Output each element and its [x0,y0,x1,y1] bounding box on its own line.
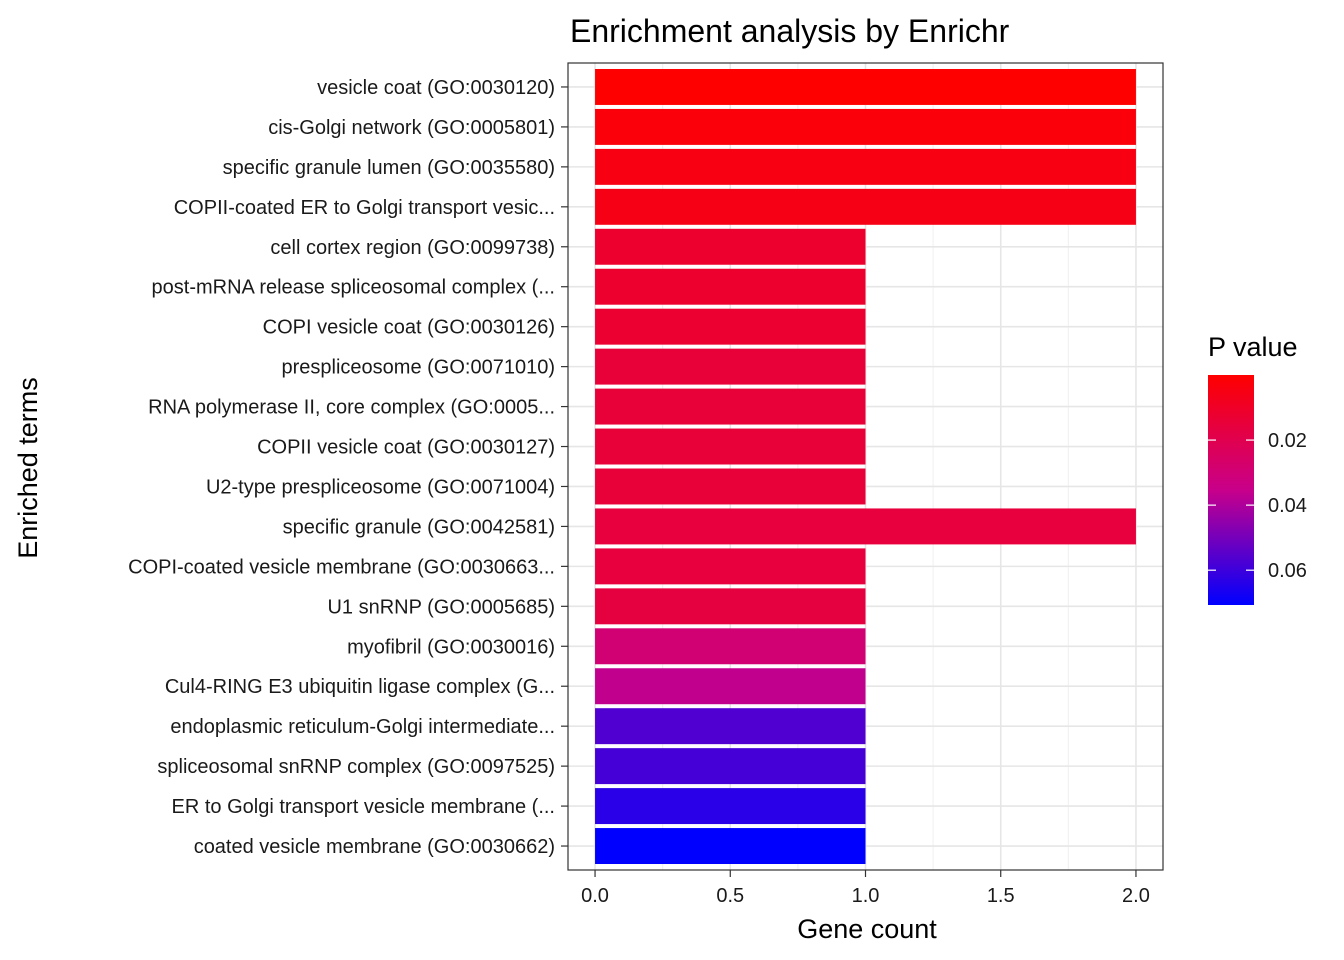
x-tick-label: 0.5 [716,885,744,907]
y-tick-label: cell cortex region (GO:0099738) [270,237,555,259]
legend-tick-label: 0.06 [1268,560,1307,582]
y-tick-label: specific granule (GO:0042581) [283,516,555,538]
legend-tick-label: 0.04 [1268,495,1307,517]
y-tick-label: myofibril (GO:0030016) [347,636,555,658]
x-axis-ticks: 0.0 0.5 1.0 1.5 2.0 [581,870,1150,907]
bar [595,788,866,825]
color-legend: P value 0.02 0.04 0.06 [1208,332,1307,605]
y-tick-label: specific granule lumen (GO:0035580) [223,157,555,179]
bar [595,508,1136,545]
y-tick-label: cis-Golgi network (GO:0005801) [268,117,555,139]
bar [595,388,866,425]
y-tick-label: post-mRNA release spliceosomal complex (… [152,277,555,299]
y-axis-title: Enriched terms [13,377,43,559]
bar [595,148,1136,185]
x-tick-label: 1.0 [852,885,880,907]
y-tick-label: COPI vesicle coat (GO:0030126) [263,317,555,339]
y-tick-label: spliceosomal snRNP complex (GO:0097525) [157,756,555,778]
y-tick-label: prespliceosome (GO:0071010) [282,357,555,379]
bar [595,628,866,665]
bar [595,588,866,625]
y-tick-label: COPII-coated ER to Golgi transport vesic… [174,197,555,219]
y-tick-label: U1 snRNP (GO:0005685) [327,596,555,618]
legend-colorbar [1208,375,1254,605]
y-tick-label: COPII vesicle coat (GO:0030127) [257,437,555,459]
bar [595,708,866,745]
bar [595,828,866,865]
x-tick-label: 1.5 [987,885,1015,907]
bar [595,668,866,705]
chart-title: Enrichment analysis by Enrichr [570,13,1010,49]
bar [595,308,866,345]
y-tick-label: RNA polymerase II, core complex (GO:0005… [148,397,555,419]
y-axis-ticks: vesicle coat (GO:0030120) cis-Golgi netwo… [128,77,568,858]
bar [595,428,866,465]
y-tick-label: U2-type prespliceosome (GO:0071004) [206,476,555,498]
legend-ticks: 0.02 0.04 0.06 [1208,430,1307,582]
bar [595,348,866,385]
legend-title: P value [1208,332,1298,362]
bar [595,108,1136,145]
y-tick-label: COPI-coated vesicle membrane (GO:0030663… [128,556,555,578]
bar [595,188,1136,225]
x-tick-label: 2.0 [1122,885,1150,907]
bar [595,268,866,305]
y-tick-label: endoplasmic reticulum-Golgi intermediate… [170,716,555,738]
x-tick-label: 0.0 [581,885,609,907]
legend-tick-label: 0.02 [1268,430,1307,452]
bar [595,748,866,785]
bar [595,548,866,585]
y-tick-label: ER to Golgi transport vesicle membrane (… [172,796,555,818]
y-tick-label: coated vesicle membrane (GO:0030662) [194,836,555,858]
x-axis-title: Gene count [797,914,937,944]
bar [595,468,866,505]
bar [595,228,866,265]
y-tick-label: vesicle coat (GO:0030120) [317,77,555,99]
y-tick-label: Cul4-RING E3 ubiquitin ligase complex (G… [165,676,555,698]
bars [595,68,1136,865]
bar [595,68,1136,105]
